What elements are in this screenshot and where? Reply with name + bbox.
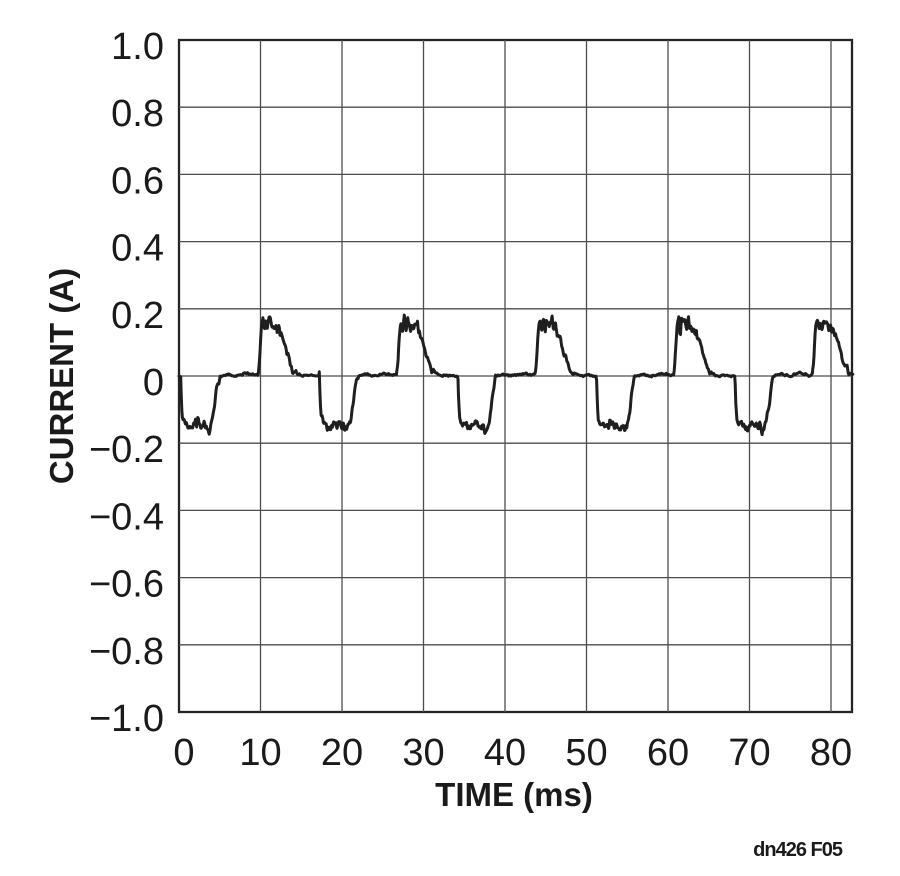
svg-text:50: 50 bbox=[565, 732, 607, 774]
svg-text:1.0: 1.0 bbox=[111, 26, 164, 68]
svg-text:0.2: 0.2 bbox=[111, 295, 164, 337]
svg-text:20: 20 bbox=[321, 732, 363, 774]
svg-text:0.6: 0.6 bbox=[111, 160, 164, 202]
svg-text:−0.4: −0.4 bbox=[89, 496, 164, 538]
svg-text:10: 10 bbox=[239, 732, 281, 774]
svg-text:0.8: 0.8 bbox=[111, 93, 164, 135]
svg-text:0.4: 0.4 bbox=[111, 228, 164, 270]
svg-text:dn426 F05: dn426 F05 bbox=[753, 839, 843, 861]
svg-text:30: 30 bbox=[402, 732, 444, 774]
svg-text:CURRENT (A): CURRENT (A) bbox=[43, 268, 80, 484]
svg-text:70: 70 bbox=[728, 732, 770, 774]
svg-text:0: 0 bbox=[173, 732, 194, 774]
svg-text:−0.8: −0.8 bbox=[89, 631, 164, 673]
svg-text:−0.6: −0.6 bbox=[89, 564, 164, 606]
svg-text:80: 80 bbox=[810, 732, 852, 774]
svg-text:TIME (ms): TIME (ms) bbox=[435, 776, 593, 813]
svg-text:60: 60 bbox=[647, 732, 689, 774]
svg-text:−0.2: −0.2 bbox=[89, 429, 164, 471]
svg-text:−1.0: −1.0 bbox=[89, 698, 164, 740]
svg-text:40: 40 bbox=[484, 732, 526, 774]
svg-text:0: 0 bbox=[143, 362, 164, 404]
